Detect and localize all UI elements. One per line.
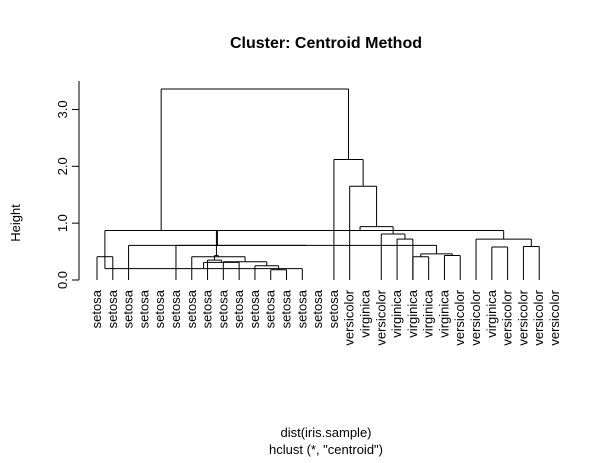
y-axis-label: Height [8, 204, 23, 242]
leaf-label: virginica [436, 289, 451, 337]
leaf-label: versicolor [515, 289, 530, 345]
leaf-label: setosa [89, 289, 104, 328]
y-tick-label: 0.0 [55, 271, 70, 289]
leaf-label: virginica [389, 289, 404, 337]
leaf-label: versicolor [547, 289, 562, 345]
leaf-label: versicolor [342, 289, 357, 345]
leaf-labels: setosa setosa setosa setosa setosa setosa seto… [89, 289, 562, 345]
leaf-label: virginica [484, 289, 499, 337]
leaf-label: setosa [121, 289, 136, 328]
leaf-label: virginica [405, 289, 420, 337]
leaf-label: versicolor [373, 289, 388, 345]
x-axis-label-line1: dist(iris.sample) [280, 425, 371, 440]
leaf-label: setosa [294, 289, 309, 328]
leaf-label: virginica [357, 289, 372, 337]
leaf-label: setosa [152, 289, 167, 328]
x-axis-label-line2: hclust (*, "centroid") [269, 442, 383, 457]
leaf-label: versicolor [531, 289, 546, 345]
leaf-label: setosa [168, 289, 183, 328]
dendrogram-tree [96, 88, 540, 280]
y-tick-label: 3.0 [55, 100, 70, 118]
leaf-label: versicolor [468, 289, 483, 345]
leaf-label: setosa [279, 289, 294, 328]
y-axis: 0.0 1.0 2.0 3.0 [55, 81, 80, 289]
leaf-label: versicolor [452, 289, 467, 345]
chart-title: Cluster: Centroid Method [230, 35, 422, 52]
leaf-label: setosa [184, 289, 199, 328]
leaf-label: setosa [200, 289, 215, 328]
y-tick-label: 2.0 [55, 157, 70, 175]
leaf-label: setosa [231, 289, 246, 328]
leaf-label: setosa [247, 289, 262, 328]
leaf-label: setosa [136, 289, 151, 328]
leaf-label: setosa [215, 289, 230, 328]
y-tick-label: 1.0 [55, 214, 70, 232]
leaf-label: virginica [421, 289, 436, 337]
leaf-label: setosa [105, 289, 120, 328]
leaf-label: setosa [310, 289, 325, 328]
leaf-label: versicolor [500, 289, 515, 345]
leaf-label: setosa [263, 289, 278, 328]
leaf-label: setosa [326, 289, 341, 328]
